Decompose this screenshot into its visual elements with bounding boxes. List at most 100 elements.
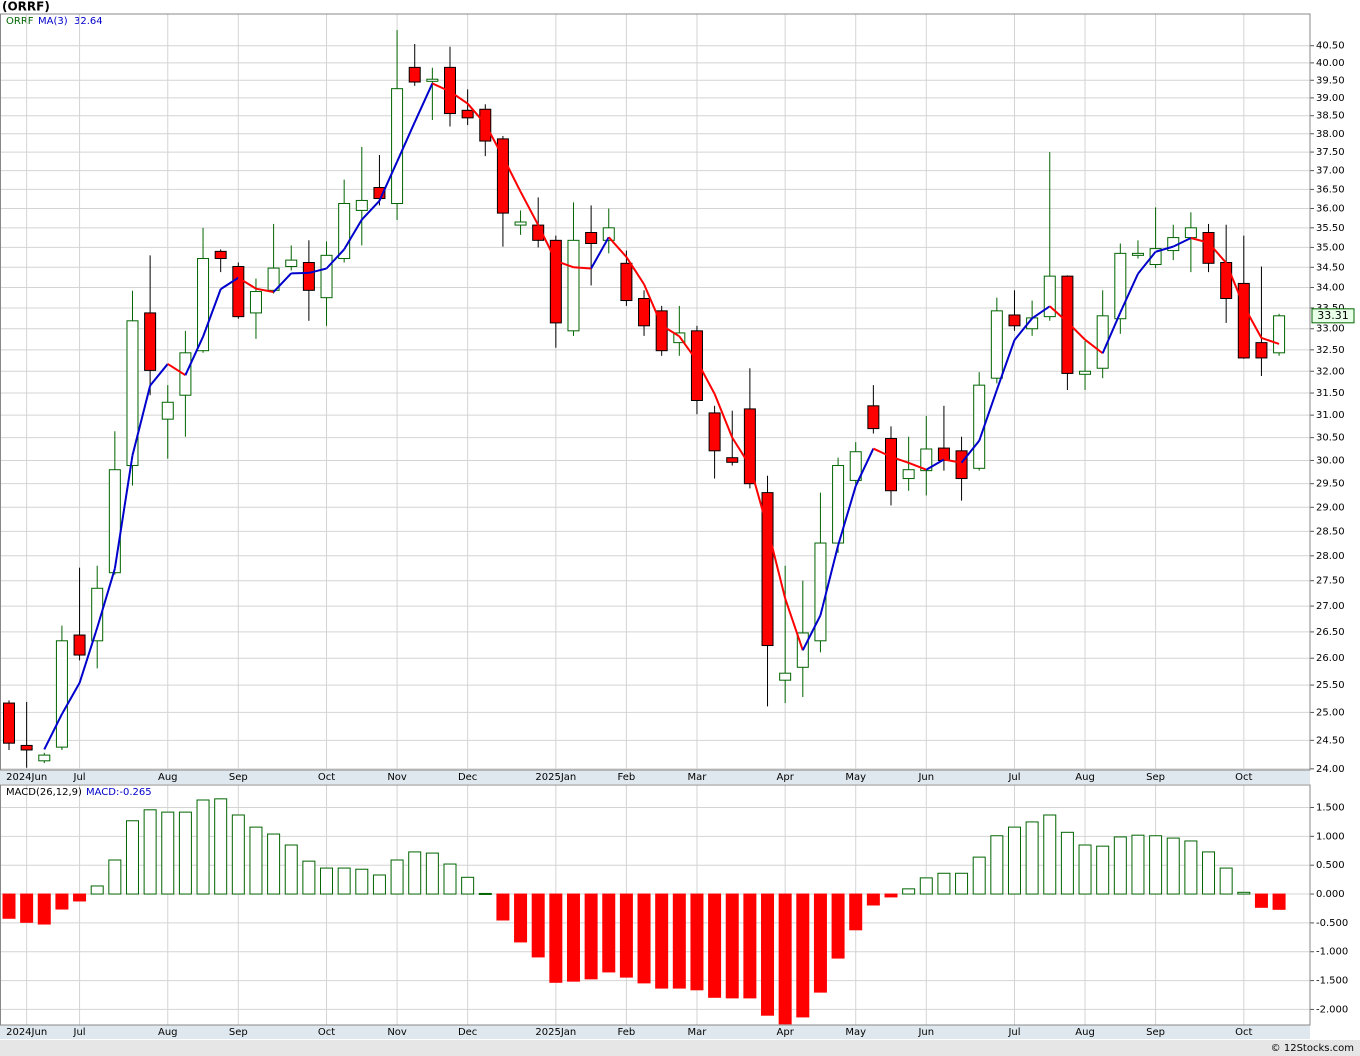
ma-line — [908, 461, 927, 471]
ma-line — [202, 288, 222, 338]
candle-body — [920, 448, 933, 472]
bar — [1025, 821, 1039, 895]
candle-body — [285, 259, 298, 268]
candle-body — [496, 138, 509, 214]
candle-body — [620, 262, 633, 302]
y-tick-label: 32.00 — [1316, 366, 1345, 377]
ma-line — [1261, 337, 1280, 345]
bar — [231, 814, 245, 895]
ma-line — [308, 267, 327, 274]
candle-body — [955, 450, 968, 480]
y-tick-label: 30.00 — [1316, 455, 1345, 466]
ma-line — [1190, 237, 1209, 244]
ma-line — [466, 102, 487, 125]
y-tick-label: 24.50 — [1316, 735, 1345, 746]
bar — [937, 872, 951, 895]
candle-body — [408, 66, 421, 83]
y-tick-label: 39.00 — [1316, 93, 1345, 104]
y-tick-label: -0.500 — [1316, 918, 1348, 929]
ma-line — [1155, 245, 1174, 253]
ma-line — [678, 335, 698, 362]
candle-body — [1043, 275, 1056, 318]
y-tick-label: 30.50 — [1316, 433, 1345, 444]
ma-line — [643, 283, 663, 326]
ma-line — [590, 236, 610, 269]
candle-body — [638, 298, 651, 327]
x-tick-label: Dec — [458, 1027, 477, 1038]
y-tick-label: 40.50 — [1316, 41, 1345, 52]
y-tick-label: 31.50 — [1316, 388, 1345, 399]
ma-line — [696, 360, 716, 395]
bar — [549, 893, 563, 983]
price-tag — [1311, 308, 1355, 324]
candle-body — [867, 405, 880, 430]
ma-line — [661, 324, 680, 338]
x-tick-label: 2024Jun — [6, 772, 47, 783]
ma-line — [396, 121, 416, 163]
y-tick-label: 33.00 — [1316, 324, 1345, 335]
bar — [284, 844, 298, 895]
y-tick-label: 28.00 — [1316, 551, 1345, 562]
candle-body — [214, 250, 227, 260]
candle-body — [461, 109, 474, 119]
candle-body — [1008, 314, 1021, 327]
ma-line — [943, 458, 962, 464]
ma-line — [220, 276, 239, 290]
ma-line — [748, 465, 769, 529]
y-tick-label: 32.50 — [1316, 345, 1345, 356]
bar — [390, 859, 404, 895]
bar — [602, 893, 616, 973]
candle-body — [391, 88, 404, 205]
bar — [1007, 826, 1021, 895]
ma-line — [325, 248, 345, 270]
x-tick-label: Dec — [458, 772, 477, 783]
legend-entry: ORRF — [6, 16, 34, 27]
bar — [320, 867, 334, 895]
bar — [143, 809, 157, 895]
candle-body — [708, 412, 721, 452]
x-tick-label: Oct — [1235, 772, 1252, 783]
bar — [408, 851, 422, 895]
candle-body — [567, 239, 580, 332]
candle-body — [585, 231, 598, 244]
candle-body — [55, 640, 68, 748]
x-tick-label: Aug — [1075, 772, 1095, 783]
y-tick-label: 28.50 — [1316, 526, 1345, 537]
ma-line — [625, 256, 645, 285]
candle-body — [249, 291, 262, 314]
ma-line — [837, 485, 857, 546]
x-tick-label: Apr — [777, 1027, 795, 1038]
x-tick-label: Nov — [387, 1027, 407, 1038]
ma-line — [1119, 273, 1139, 313]
candle-body — [108, 469, 121, 574]
candle-body — [197, 258, 210, 352]
bar — [1237, 891, 1251, 895]
candle-body — [144, 312, 157, 371]
candle-body — [726, 457, 739, 463]
bar — [955, 872, 969, 895]
candle-body — [1184, 227, 1197, 239]
bar — [884, 893, 898, 898]
ma-line — [1172, 237, 1192, 248]
bar — [214, 798, 228, 895]
bar — [1149, 835, 1163, 895]
ma-line — [1084, 338, 1104, 355]
x-tick-label: Mar — [688, 772, 708, 783]
candle-body — [1273, 315, 1286, 354]
candle-body — [1220, 262, 1233, 300]
ma-line — [1013, 317, 1033, 341]
bar — [267, 833, 281, 895]
candle-body — [91, 587, 104, 642]
bar — [496, 893, 510, 921]
candle-body — [849, 451, 862, 481]
ma-line — [555, 259, 574, 269]
bar — [1219, 867, 1233, 895]
ma-line — [413, 83, 434, 123]
y-tick-label: 31.00 — [1316, 410, 1345, 421]
bar — [866, 893, 880, 906]
x-tick-label: Sep — [229, 772, 248, 783]
ma-line — [960, 440, 980, 464]
x-tick-label: 2025Jan — [535, 1027, 576, 1038]
